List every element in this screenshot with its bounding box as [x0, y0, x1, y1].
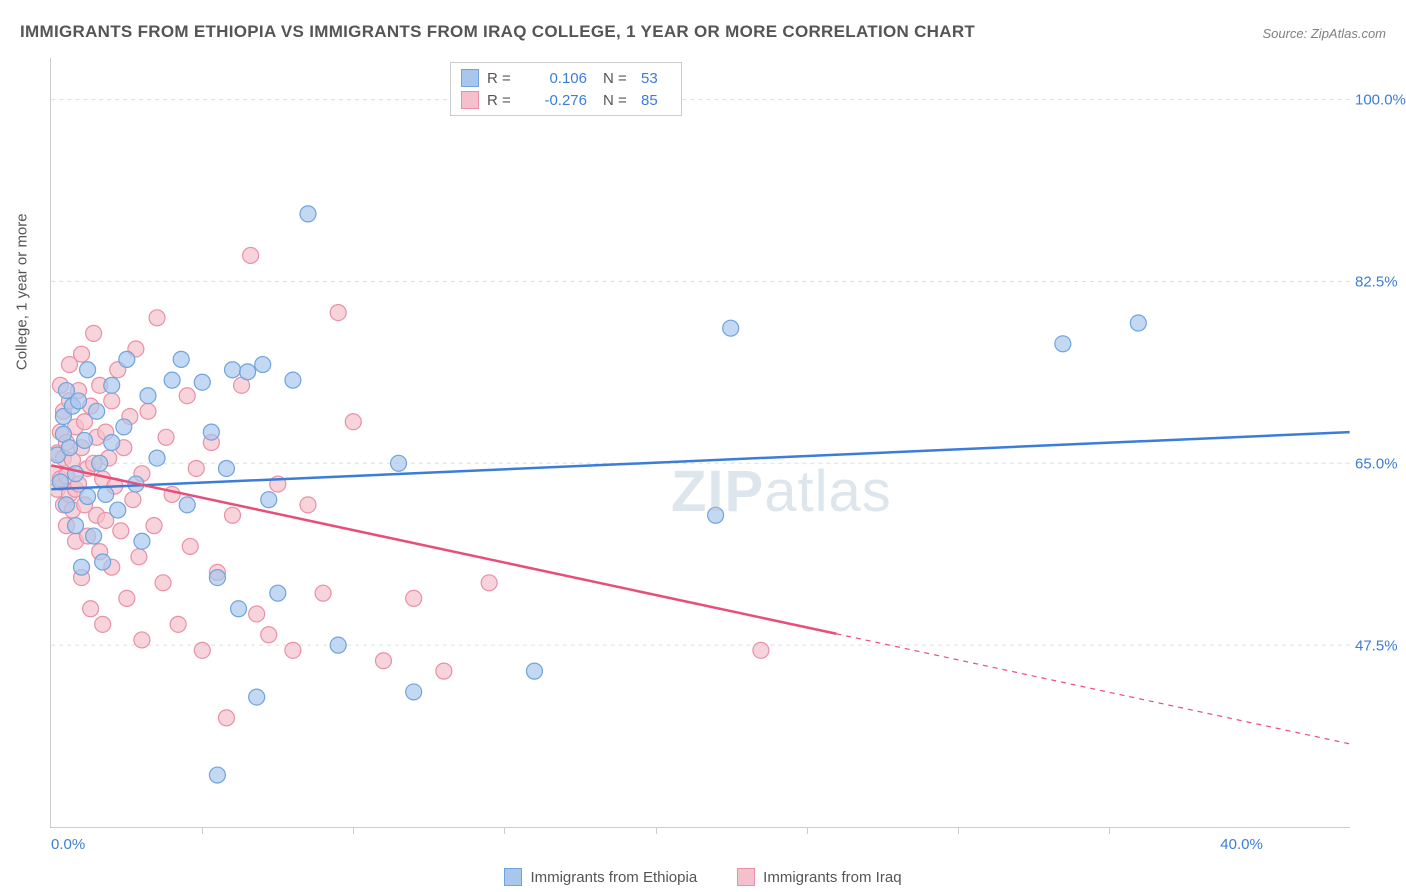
legend-label: Immigrants from Ethiopia	[530, 869, 697, 886]
legend-series: Immigrants from Ethiopia Immigrants from…	[0, 868, 1406, 886]
legend-item: Immigrants from Ethiopia	[504, 868, 697, 886]
y-tick-label: 82.5%	[1355, 273, 1406, 290]
x-tick-label: 40.0%	[1220, 836, 1263, 853]
chart-svg	[51, 58, 1350, 827]
legend-swatch	[737, 868, 755, 886]
x-tick-label: 0.0%	[51, 836, 85, 853]
y-tick-label: 100.0%	[1355, 91, 1406, 108]
n-label: N =	[603, 70, 633, 87]
legend-swatch	[504, 868, 522, 886]
r-value: 0.106	[527, 70, 587, 87]
source-attribution: Source: ZipAtlas.com	[1262, 26, 1386, 41]
x-tick-mark	[504, 827, 505, 834]
legend-stats: R = 0.106 N = 53 R = -0.276 N = 85	[450, 62, 682, 116]
legend-stats-row: R = 0.106 N = 53	[461, 67, 671, 89]
y-axis-label: College, 1 year or more	[14, 213, 31, 370]
legend-label: Immigrants from Iraq	[763, 869, 901, 886]
legend-stats-row: R = -0.276 N = 85	[461, 89, 671, 111]
n-value: 85	[641, 92, 671, 109]
x-tick-mark	[353, 827, 354, 834]
legend-item: Immigrants from Iraq	[737, 868, 901, 886]
x-tick-mark	[958, 827, 959, 834]
x-tick-mark	[807, 827, 808, 834]
y-tick-label: 47.5%	[1355, 637, 1406, 654]
plot-area: ZIPatlas 47.5%65.0%82.5%100.0%0.0%40.0%	[50, 58, 1350, 828]
r-label: R =	[487, 70, 519, 87]
r-label: R =	[487, 92, 519, 109]
n-label: N =	[603, 92, 633, 109]
x-tick-mark	[202, 827, 203, 834]
x-tick-mark	[1109, 827, 1110, 834]
legend-swatch	[461, 91, 479, 109]
y-tick-label: 65.0%	[1355, 455, 1406, 472]
chart-container: IMMIGRANTS FROM ETHIOPIA VS IMMIGRANTS F…	[0, 0, 1406, 892]
chart-title: IMMIGRANTS FROM ETHIOPIA VS IMMIGRANTS F…	[20, 22, 975, 42]
x-tick-mark	[656, 827, 657, 834]
n-value: 53	[641, 70, 671, 87]
r-value: -0.276	[527, 92, 587, 109]
legend-swatch	[461, 69, 479, 87]
